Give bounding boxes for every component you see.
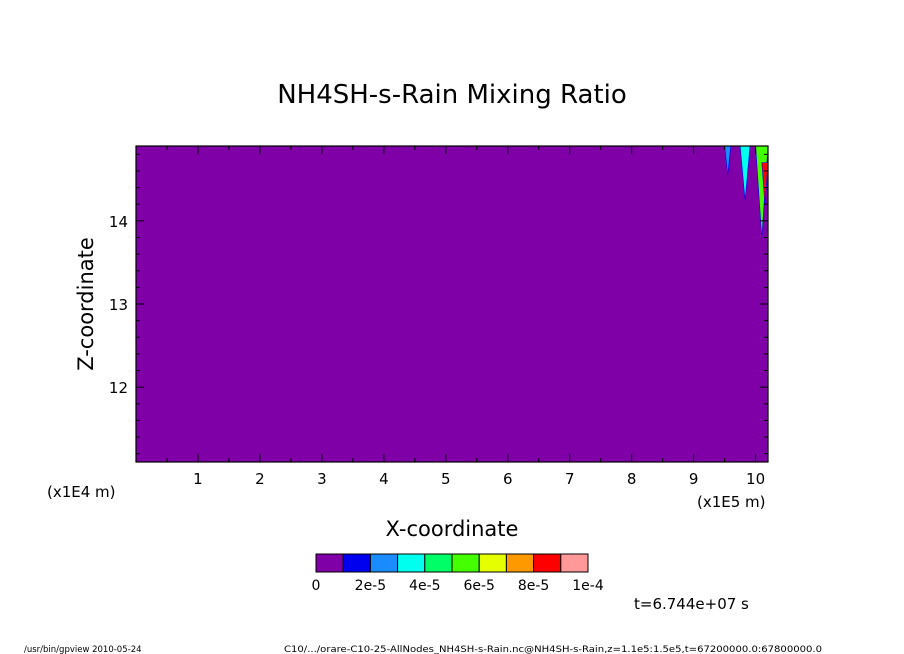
colorbar-label: 6e-5	[463, 578, 494, 594]
footer-right-text: C10/.../orare-C10-25-AllNodes_NH4SH-s-Ra…	[284, 645, 822, 654]
y-tick-label: 12	[109, 379, 128, 397]
colorbar-swatch	[342, 553, 371, 573]
footer-left-text: /usr/bin/gpview 2010-05-24	[24, 645, 142, 654]
colorbar-swatch	[451, 553, 480, 573]
x-tick-label: 10	[746, 470, 765, 488]
x-tick-label: 7	[565, 470, 575, 488]
colorbar-swatch	[369, 553, 399, 573]
colorbar-label: 8e-5	[518, 578, 549, 594]
x-unit-left-label: (x1E4 m)	[47, 483, 116, 501]
colorbar-swatch	[560, 553, 589, 573]
colorbar-swatch	[397, 553, 426, 573]
x-tick-label: 2	[255, 470, 265, 488]
plot-background	[136, 146, 768, 462]
x-unit-right-label: (x1E5 m)	[697, 493, 766, 511]
time-label: t=6.744e+07 s	[634, 595, 749, 613]
x-tick-label: 1	[193, 470, 203, 488]
x-tick-label: 9	[689, 470, 699, 488]
colorbar-swatch	[505, 553, 535, 573]
colorbar-swatch	[424, 553, 453, 573]
y-tick-label: 14	[109, 213, 128, 231]
colorbar-swatch	[315, 553, 344, 573]
colorbar-label: 2e-5	[355, 578, 386, 594]
colorbar: 0 2e-5 4e-5 6e-5 8e-5 1e-4	[312, 553, 604, 594]
colorbar-label: 0	[312, 578, 321, 594]
x-tick-label: 6	[503, 470, 513, 488]
x-tick-label: 8	[627, 470, 637, 488]
colorbar-swatch	[533, 553, 562, 573]
y-tick-label: 13	[109, 296, 128, 314]
x-axis-label: X-coordinate	[386, 517, 519, 541]
x-tick-label: 3	[317, 470, 327, 488]
x-tick-label: 4	[379, 470, 389, 488]
colorbar-swatch	[478, 553, 507, 573]
x-tick-label: 5	[441, 470, 451, 488]
y-axis-label: Z-coordinate	[74, 237, 98, 371]
chart-title: NH4SH-s-Rain Mixing Ratio	[277, 80, 627, 110]
colorbar-label: 4e-5	[409, 578, 440, 594]
colorbar-label: 1e-4	[572, 578, 604, 594]
contour-feature-4	[761, 162, 769, 205]
